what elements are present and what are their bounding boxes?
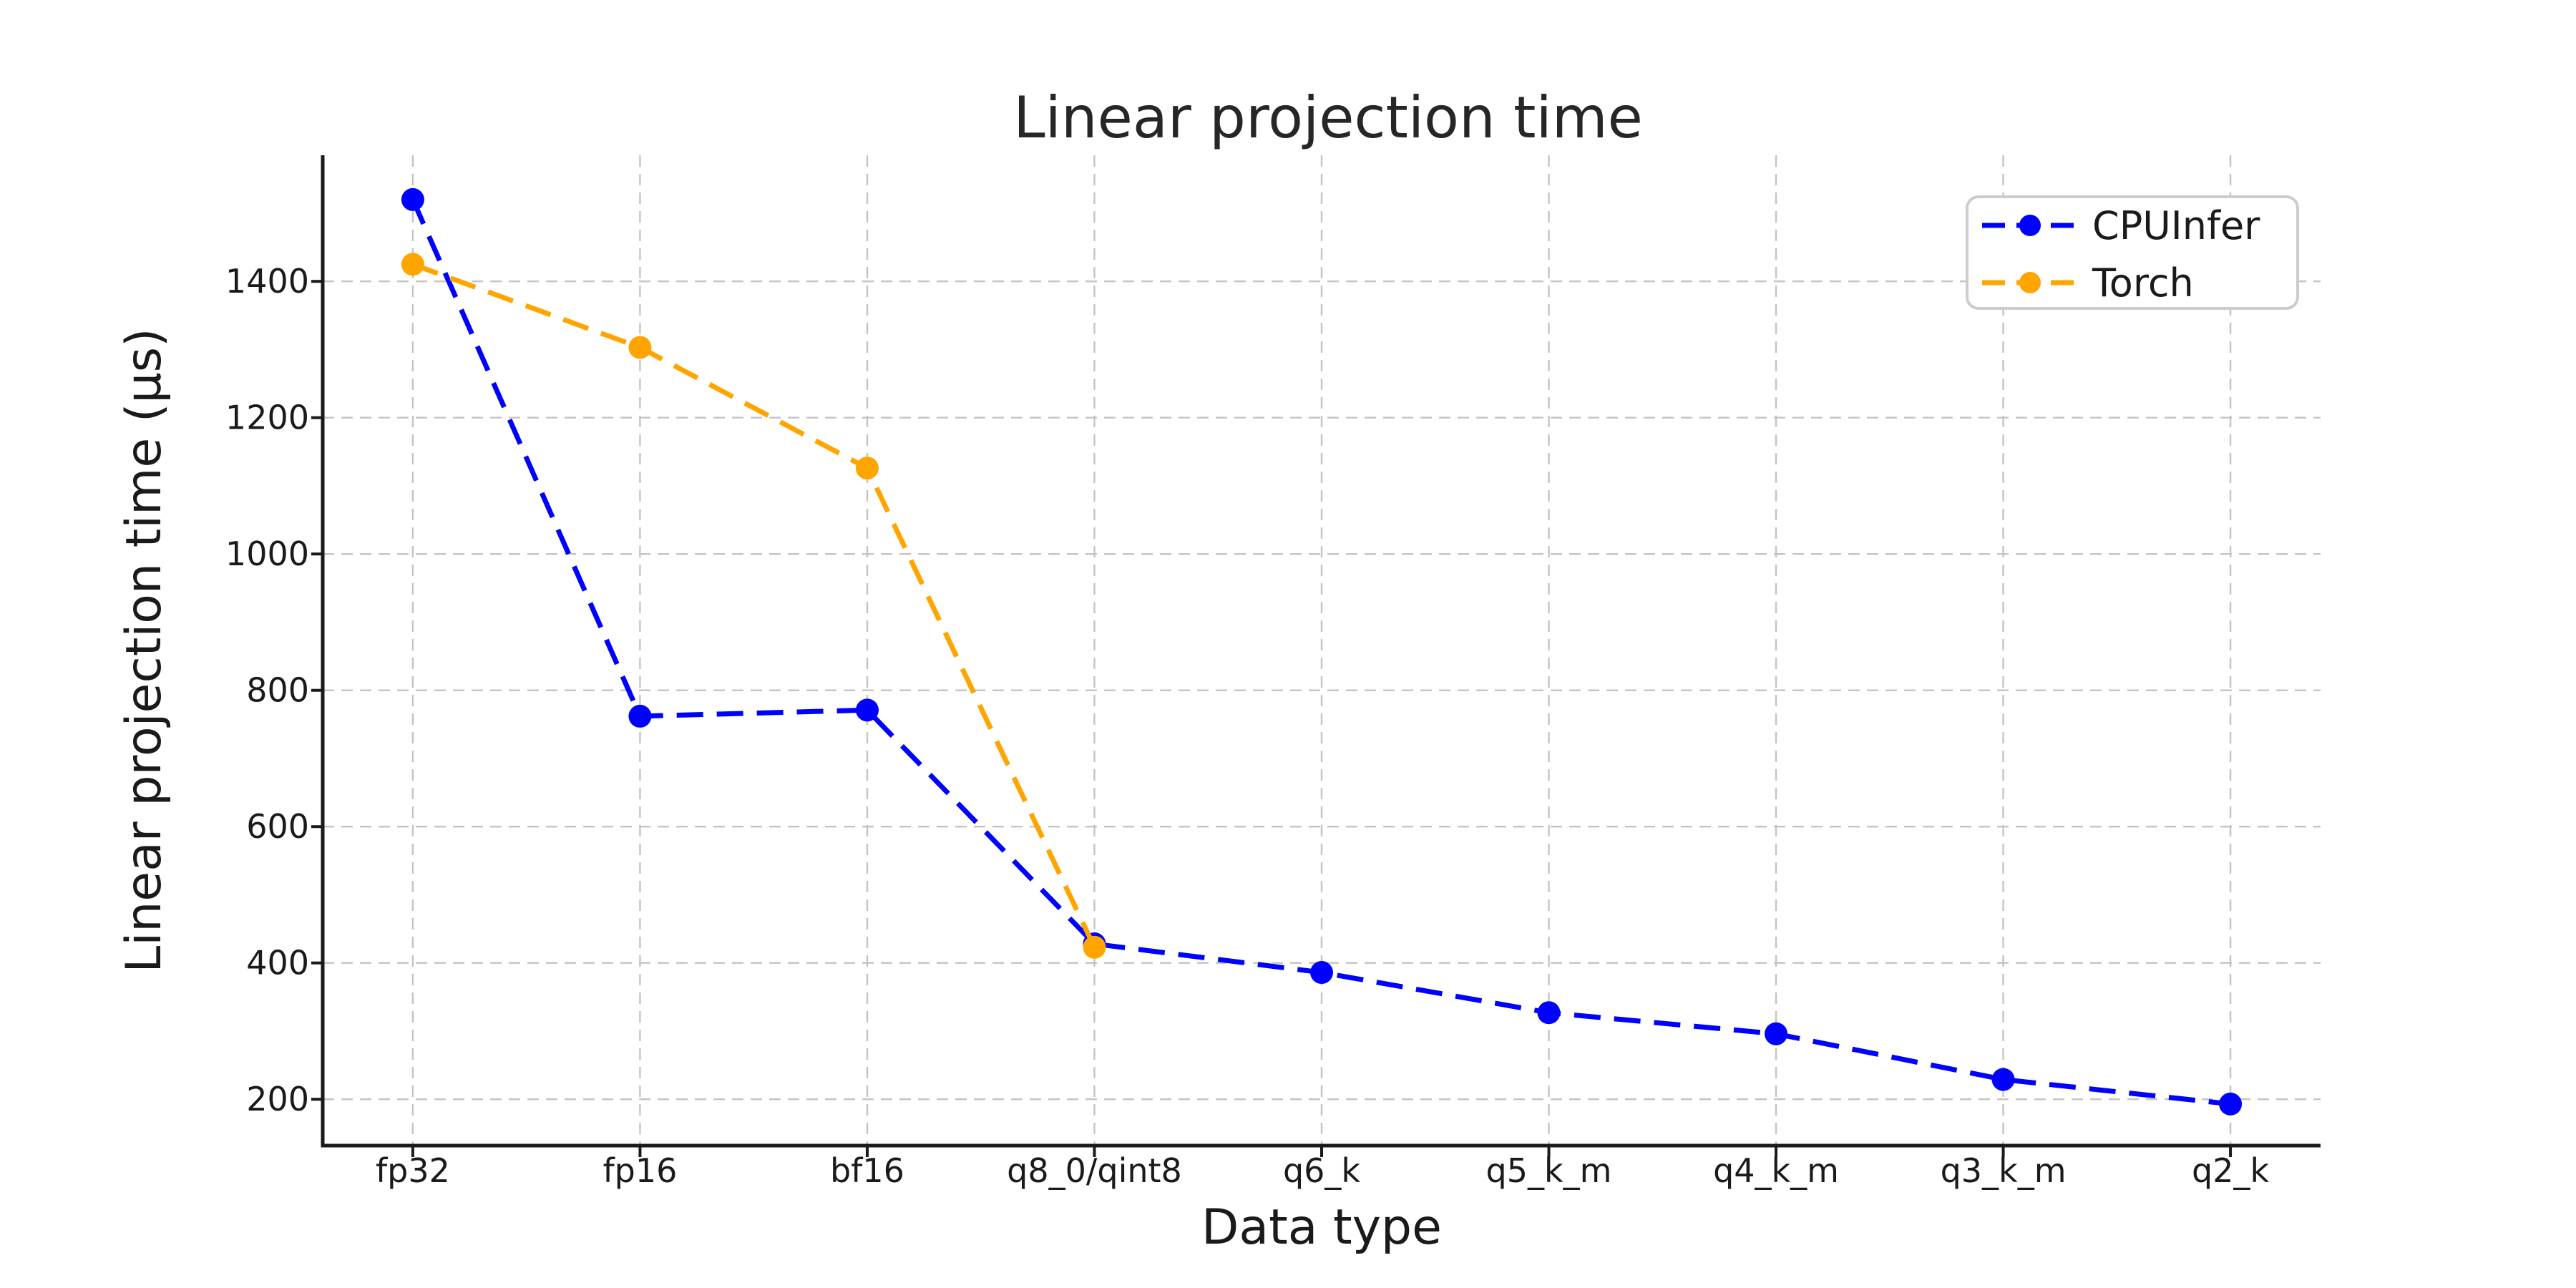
legend-box bbox=[1966, 195, 2299, 310]
y-tick-label: 1000 bbox=[225, 535, 309, 573]
x-tick-label: fp16 bbox=[602, 1151, 677, 1190]
legend-item-cpuinfer: CPUInfer bbox=[1982, 203, 2260, 248]
x-tick-label: q6_k bbox=[1283, 1151, 1360, 1190]
y-tick-label: 600 bbox=[246, 807, 309, 846]
data-point-torch bbox=[855, 457, 879, 480]
series-line-torch bbox=[411, 262, 1097, 949]
legend-item-torch: Torch bbox=[1982, 260, 2194, 306]
x-tick-label: bf16 bbox=[830, 1151, 904, 1190]
x-tick-label: q8_0/qint8 bbox=[1007, 1151, 1182, 1190]
data-series-layer bbox=[401, 187, 2243, 1116]
x-tick-label: q2_k bbox=[2192, 1151, 2269, 1190]
data-point-cpuinfer bbox=[1537, 1001, 1561, 1025]
y-axis-label: Linear projection time (µs) bbox=[116, 328, 172, 972]
tick-marks bbox=[311, 280, 2233, 1157]
legend-label-cpuinfer: CPUInfer bbox=[2092, 203, 2260, 248]
legend-marker-cpuinfer bbox=[2019, 215, 2041, 236]
x-axis-label: Data type bbox=[1201, 1199, 1442, 1256]
data-point-torch bbox=[628, 336, 652, 359]
data-point-cpuinfer bbox=[1310, 961, 1333, 985]
y-tick-label: 1400 bbox=[225, 262, 309, 301]
y-tick-label: 400 bbox=[246, 944, 309, 982]
x-tick-label: fp32 bbox=[376, 1151, 450, 1190]
x-tick-label: q4_k_m bbox=[1713, 1151, 1839, 1190]
chart-title: Linear projection time bbox=[1013, 84, 1643, 151]
legend-marker-torch bbox=[2019, 272, 2041, 293]
data-point-cpuinfer bbox=[401, 187, 424, 211]
grid-layer bbox=[323, 155, 2321, 1146]
data-point-torch bbox=[401, 253, 424, 276]
data-point-torch bbox=[1083, 935, 1106, 959]
data-point-cpuinfer bbox=[1765, 1022, 1788, 1045]
x-tick-label: q3_k_m bbox=[1941, 1151, 2067, 1190]
tick-labels: fp32 fp16 bf16 q8_0/qint8 q6_k q5_k_m q4_k_m q3… bbox=[225, 262, 2270, 1190]
y-tick-label: 1200 bbox=[225, 399, 309, 437]
y-tick-label: 800 bbox=[246, 671, 309, 710]
x-tick-label: q5_k_m bbox=[1486, 1151, 1612, 1190]
data-point-cpuinfer bbox=[855, 698, 879, 722]
data-point-cpuinfer bbox=[1991, 1068, 2015, 1091]
legend-label-torch: Torch bbox=[2092, 260, 2194, 306]
data-point-cpuinfer bbox=[628, 704, 652, 728]
legend: CPUInfer Torch bbox=[1966, 195, 2299, 310]
data-point-cpuinfer bbox=[2219, 1092, 2243, 1116]
y-tick-label: 200 bbox=[246, 1080, 309, 1118]
